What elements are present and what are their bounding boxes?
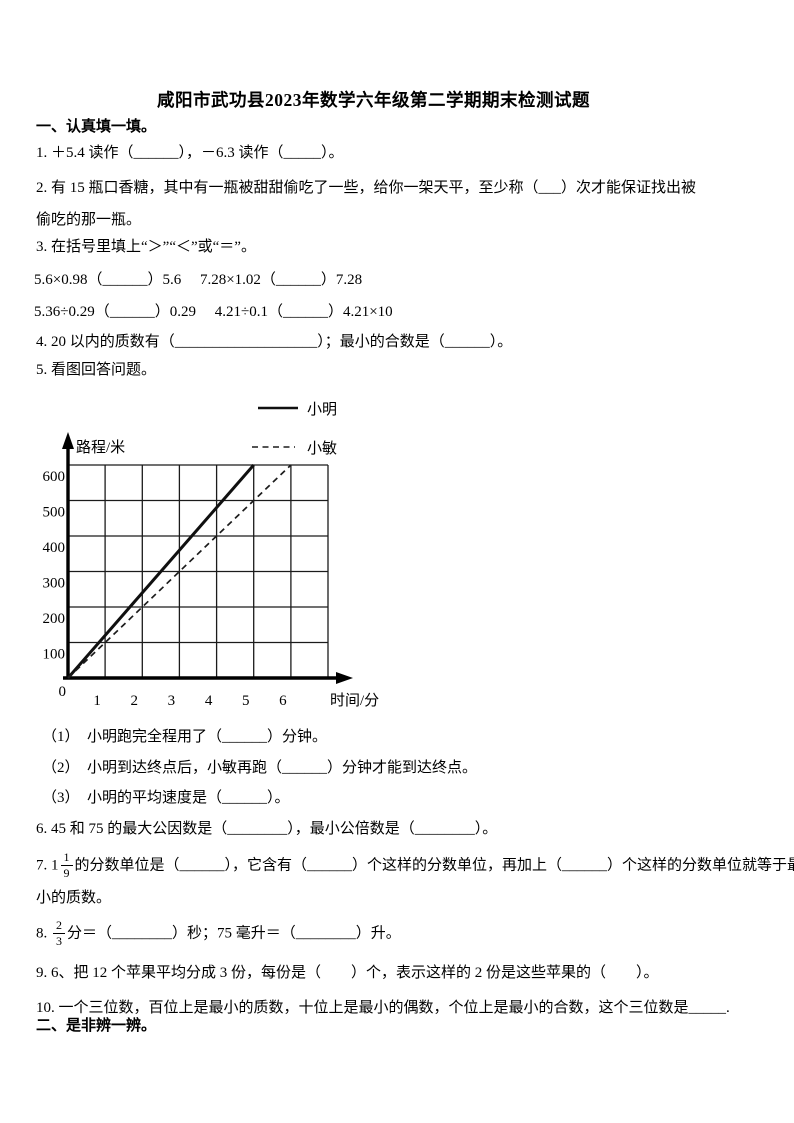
x-tick-5: 5 [242, 693, 250, 709]
y-axis-arrow-icon [62, 432, 74, 449]
question-5: 5. 看图回答问题。 [36, 362, 157, 378]
x-tick-3: 3 [168, 693, 176, 709]
question-5-sub2: （2） 小明到达终点后，小敏再跑（______）分钟才能到达终点。 [42, 760, 478, 776]
x-tick-labels: 1 2 3 4 5 6 [93, 693, 287, 709]
y-tick-400: 400 [43, 540, 66, 556]
x-tick-6: 6 [279, 693, 287, 709]
origin-label: 0 [59, 684, 67, 700]
fraction-denominator: 3 [56, 934, 62, 948]
question-2-line1: 2. 有 15 瓶口香糖，其中有一瓶被甜甜偷吃了一些，给你一架天平，至少称（__… [36, 180, 697, 196]
y-tick-300: 300 [43, 576, 66, 592]
question-10: 10. 一个三位数，百位上是最小的质数，十位上是最小的偶数，个位上是最小的合数，… [36, 1000, 730, 1016]
question-3: 3. 在括号里填上“＞”“＜”或“＝”。 [36, 239, 256, 255]
legend-label-xiaomin: 小敏 [307, 440, 337, 457]
question-3-row1: 5.6×0.98（______）5.6 7.28×1.02（______）7.2… [34, 272, 363, 288]
question-8-prefix: 8. [36, 925, 51, 942]
series-line-dashed [67, 464, 292, 679]
question-7-line2: 小的质数。 [36, 890, 112, 906]
series-line-solid [66, 464, 255, 679]
y-tick-200: 200 [43, 611, 66, 627]
fraction-numerator: 2 [53, 919, 65, 934]
question-3-row2: 5.36÷0.29（______）0.29 4.21÷0.1（______）4.… [34, 304, 393, 320]
x-tick-4: 4 [205, 693, 213, 709]
section-2-heading: 二、是非辨一辨。 [36, 1018, 157, 1034]
x-tick-1: 1 [93, 693, 101, 709]
question-9: 9. 6、把 12 个苹果平均分成 3 份，每份是（ ）个，表示这样的 2 份是… [36, 965, 659, 981]
series-layer [66, 464, 292, 679]
question-7-line1: 7. 1 1 9 的分数单位是（______），它含有（______）个这样的分数单位… [36, 851, 794, 880]
legend-label-xiaoming: 小明 [307, 401, 337, 418]
y-tick-labels: 600 500 400 300 200 100 0 [43, 469, 67, 700]
distance-time-chart: 小明 小敏 路程/米 600 500 400 300 200 100 0 1 [43, 401, 380, 709]
y-tick-600: 600 [43, 469, 66, 485]
page-title: 咸阳市武功县2023年数学六年级第二学期期末检测试题 [157, 90, 590, 110]
fraction-numerator: 1 [60, 851, 73, 866]
x-axis-label: 时间/分 [330, 692, 379, 709]
question-7-text: 的分数单位是（______），它含有（______）个这样的分数单位，再加上（_… [74, 857, 794, 874]
question-7-prefix: 7. 1 [36, 857, 59, 874]
question-1: 1. ＋5.4 读作（______），－6.3 读作（_____）。 [36, 145, 344, 161]
question-5-sub1: （1） 小明跑完全程用了（______）分钟。 [42, 729, 328, 745]
y-tick-500: 500 [43, 505, 66, 521]
question-5-sub3: （3） 小明的平均速度是（______）。 [42, 790, 290, 806]
question-8-text: 分＝（________）秒；75 毫升＝（________）升。 [67, 925, 401, 942]
fraction-denominator: 9 [63, 866, 70, 880]
x-axis-arrow-icon [336, 672, 353, 684]
section-1-heading: 一、认真填一填。 [36, 119, 157, 135]
grid [67, 464, 329, 679]
question-6: 6. 45 和 75 的最大公因数是（________），最小公倍数是（____… [36, 821, 498, 837]
y-tick-100: 100 [43, 647, 66, 663]
question-4: 4. 20 以内的质数有（___________________）；最小的合数是… [36, 334, 513, 350]
question-8: 8. 2 3 分＝（________）秒；75 毫升＝（________）升。 [36, 919, 401, 948]
y-axis-label: 路程/米 [76, 439, 125, 456]
question-2-line2: 偷吃的那一瓶。 [36, 212, 142, 228]
x-tick-2: 2 [131, 693, 139, 709]
